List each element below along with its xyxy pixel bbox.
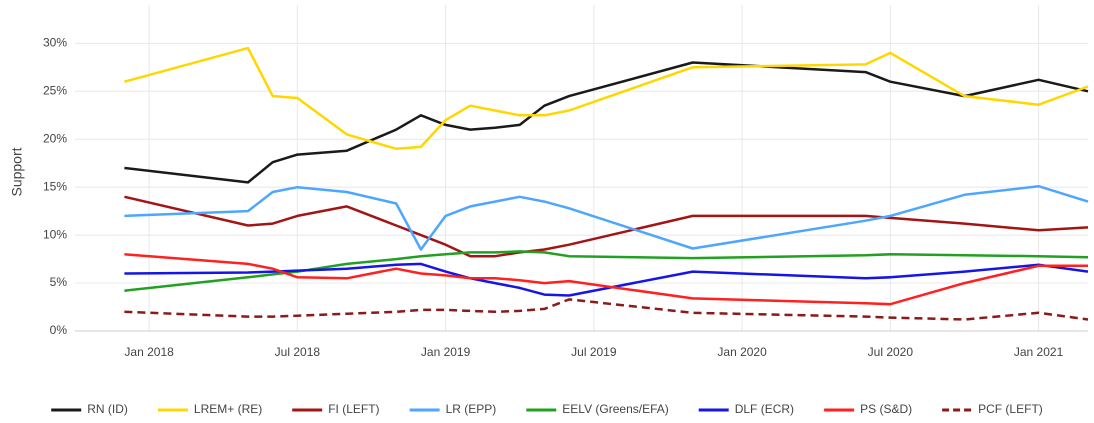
legend-label: LREM+ (RE) [194,402,262,416]
y-tick-label: 10% [43,227,67,241]
legend-label: FI (LEFT) [328,402,379,416]
y-tick-label: 25% [43,83,67,97]
legend-item: EELV (Greens/EFA) [526,402,669,416]
legend-label: PCF (LEFT) [978,402,1043,416]
legend-label: PS (S&D) [860,402,912,416]
y-tick-label: 0% [50,323,68,337]
legend-item: PCF (LEFT) [942,402,1043,416]
y-tick-label: 20% [43,131,67,145]
x-tick-label: Jul 2018 [275,345,321,359]
series-line [124,298,1089,321]
legend-item: LREM+ (RE) [157,402,262,416]
legend-label: LR (EPP) [446,402,497,416]
y-axis-label: Support [9,147,25,196]
legend-item: PS (S&D) [824,402,912,416]
legend-label: DLF (ECR) [735,402,794,416]
legend-item: DLF (ECR) [698,402,794,416]
series-line [124,262,1089,297]
x-tick-label: Jan 2018 [124,345,174,359]
legend-item: RN (ID) [51,402,128,416]
series-line [124,253,1088,306]
series-line [124,184,1089,251]
legend-label: EELV (Greens/EFA) [562,402,668,416]
x-tick-label: Jul 2019 [571,345,617,359]
x-tick-label: Jan 2020 [717,345,767,359]
x-tick-label: Jan 2021 [1014,345,1064,359]
legend-item: LR (EPP) [409,402,497,416]
y-tick-label: 15% [43,179,67,193]
series-line [124,61,1089,184]
x-tick-label: Jan 2019 [421,345,471,359]
series-line [124,46,1089,151]
x-tick-label: Jul 2020 [868,345,914,359]
legend-item: FI (LEFT) [292,402,380,416]
legend-label: RN (ID) [87,402,128,416]
series-line [124,195,1089,258]
y-tick-label: 5% [50,275,68,289]
y-tick-label: 30% [43,36,67,50]
